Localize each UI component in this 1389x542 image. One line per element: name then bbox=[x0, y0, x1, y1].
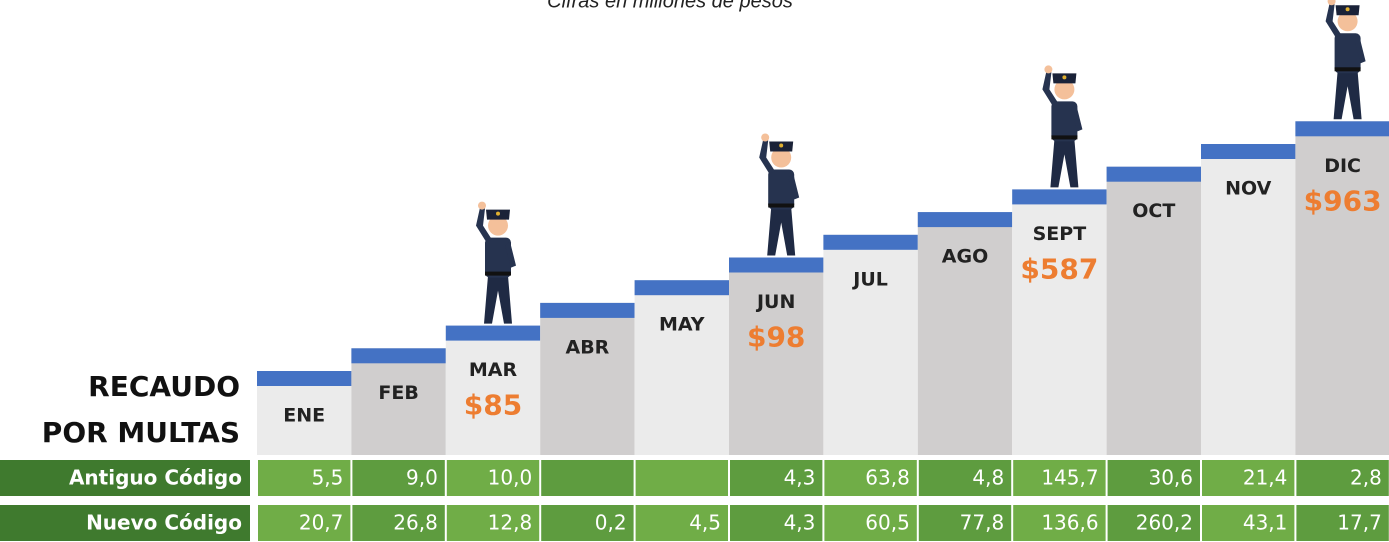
step-edge bbox=[918, 212, 1012, 227]
police-badge bbox=[496, 212, 500, 216]
title-line: POR MULTAS bbox=[42, 416, 240, 449]
police-badge bbox=[1062, 75, 1066, 79]
row-label: Antiguo Código bbox=[69, 466, 242, 490]
police-belt bbox=[1051, 135, 1077, 139]
month-label: ABR bbox=[565, 336, 609, 358]
amount-label: $98 bbox=[747, 321, 805, 354]
month-label: MAY bbox=[659, 314, 705, 336]
month-label: OCT bbox=[1132, 200, 1175, 222]
title-line: RECAUDO bbox=[88, 370, 240, 403]
table-value: 2,8 bbox=[1350, 466, 1382, 490]
table-value: 4,3 bbox=[784, 466, 816, 490]
police-icon bbox=[1042, 65, 1082, 187]
amount-label: $85 bbox=[464, 389, 522, 422]
table-value: 21,4 bbox=[1243, 466, 1288, 490]
police-hand bbox=[478, 202, 486, 210]
table-value: 12,8 bbox=[488, 511, 533, 535]
police-legs bbox=[484, 276, 512, 324]
amount-label: $963 bbox=[1304, 184, 1382, 217]
month-label: MAR bbox=[469, 359, 518, 381]
police-icon bbox=[759, 134, 799, 256]
table-value: 17,7 bbox=[1337, 511, 1382, 535]
step bbox=[729, 258, 823, 456]
row-label: Nuevo Código bbox=[86, 511, 242, 535]
police-legs bbox=[1334, 71, 1362, 119]
subtitle: Cifras en millones de pesos bbox=[547, 0, 793, 12]
month-label: JUN bbox=[755, 291, 795, 313]
step-edge bbox=[635, 280, 729, 295]
table-value: 136,6 bbox=[1041, 511, 1098, 535]
month-label: NOV bbox=[1225, 178, 1272, 200]
table-value: 26,8 bbox=[393, 511, 438, 535]
police-belt bbox=[485, 272, 511, 276]
police-icon bbox=[476, 202, 516, 324]
police-hand bbox=[761, 134, 769, 142]
table-value: 43,1 bbox=[1243, 511, 1288, 535]
step-edge bbox=[351, 348, 445, 363]
step-edge bbox=[1295, 121, 1389, 136]
table-value: 4,3 bbox=[784, 511, 816, 535]
amount-label: $587 bbox=[1020, 252, 1098, 285]
table-value: 60,5 bbox=[865, 511, 910, 535]
police-icon bbox=[1326, 0, 1366, 119]
step-edge bbox=[540, 303, 634, 318]
table-cell bbox=[541, 460, 633, 496]
police-belt bbox=[1335, 67, 1361, 71]
police-badge bbox=[1346, 7, 1350, 11]
police-legs bbox=[767, 208, 795, 256]
month-label: SEPT bbox=[1033, 223, 1087, 245]
police-badge bbox=[779, 144, 783, 148]
step bbox=[635, 280, 729, 455]
table-value: 5,5 bbox=[312, 466, 344, 490]
table-value: 10,0 bbox=[488, 466, 533, 490]
table-value: 77,8 bbox=[960, 511, 1005, 535]
table-value: 145,7 bbox=[1041, 466, 1098, 490]
table-value: 4,5 bbox=[689, 511, 721, 535]
table-value: 4,8 bbox=[972, 466, 1004, 490]
step-edge bbox=[729, 258, 823, 273]
table-value: 63,8 bbox=[865, 466, 910, 490]
month-label: ENE bbox=[283, 405, 325, 427]
month-label: FEB bbox=[378, 382, 418, 404]
table-value: 9,0 bbox=[406, 466, 438, 490]
step-edge bbox=[1012, 189, 1106, 204]
police-belt bbox=[768, 204, 794, 208]
step-edge bbox=[257, 371, 351, 386]
step-edge bbox=[823, 235, 917, 250]
table-value: 30,6 bbox=[1148, 466, 1193, 490]
police-hand bbox=[1044, 65, 1052, 73]
month-label: DIC bbox=[1324, 155, 1361, 177]
table-value: 260,2 bbox=[1136, 511, 1193, 535]
step-edge bbox=[446, 326, 540, 341]
step bbox=[540, 303, 634, 455]
table-value: 0,2 bbox=[595, 511, 627, 535]
infographic: Cifras en millones de pesos RECAUDO POR … bbox=[0, 0, 1389, 542]
month-label: AGO bbox=[942, 246, 988, 268]
table-cell bbox=[636, 460, 728, 496]
police-legs bbox=[1050, 139, 1078, 187]
table-value: 20,7 bbox=[299, 511, 344, 535]
month-label: JUL bbox=[851, 268, 888, 290]
step-edge bbox=[1201, 144, 1295, 159]
step-edge bbox=[1107, 167, 1201, 182]
